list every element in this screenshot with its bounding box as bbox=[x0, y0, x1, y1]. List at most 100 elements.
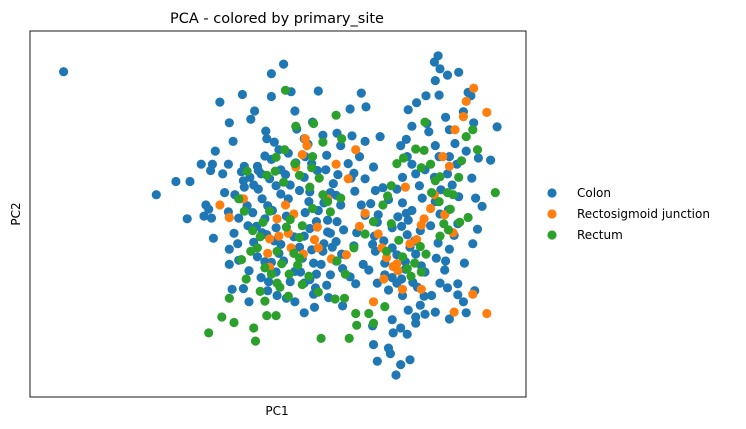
scatter-point bbox=[279, 59, 289, 69]
scatter-point bbox=[265, 234, 275, 244]
scatter-point bbox=[249, 323, 259, 333]
scatter-point bbox=[206, 213, 217, 223]
scatter-point bbox=[316, 333, 326, 343]
scatter-point bbox=[264, 277, 274, 287]
scatter-point bbox=[266, 69, 276, 79]
scatter-point bbox=[295, 267, 306, 277]
scatter-point bbox=[443, 225, 453, 235]
scatter-point bbox=[269, 137, 279, 147]
scatter-point bbox=[305, 223, 315, 234]
scatter-point bbox=[486, 155, 496, 165]
scatter-point bbox=[414, 181, 424, 191]
scatter-point bbox=[350, 186, 360, 196]
scatter-point bbox=[307, 163, 317, 173]
scatter-point bbox=[412, 98, 422, 108]
scatter-point bbox=[316, 259, 326, 269]
scatter-point bbox=[328, 179, 338, 189]
scatter-point bbox=[453, 279, 463, 289]
scatter-point bbox=[379, 274, 389, 284]
scatter-point bbox=[454, 67, 464, 77]
scatter-point bbox=[325, 228, 335, 238]
scatter-point bbox=[332, 217, 342, 227]
scatter-point bbox=[215, 200, 225, 210]
scatter-point bbox=[313, 287, 323, 297]
scatter-point bbox=[257, 194, 267, 204]
scatter-point bbox=[260, 296, 270, 306]
scatter-point bbox=[444, 152, 454, 162]
scatter-point bbox=[419, 214, 429, 224]
scatter-point bbox=[347, 131, 357, 141]
scatter-point bbox=[284, 269, 294, 279]
scatter-point bbox=[285, 214, 295, 225]
scatter-point bbox=[441, 256, 451, 266]
scatter-point bbox=[382, 246, 392, 256]
scatter-point bbox=[277, 259, 287, 269]
scatter-point bbox=[253, 184, 263, 194]
scatter-point bbox=[297, 150, 307, 160]
scatter-point bbox=[204, 204, 214, 214]
scatter-point bbox=[299, 308, 309, 318]
scatter-point bbox=[354, 221, 365, 231]
scatter-point bbox=[397, 274, 407, 284]
scatter-point bbox=[276, 189, 286, 199]
scatter-point bbox=[271, 152, 281, 162]
scatter-point bbox=[383, 191, 393, 201]
scatter-point bbox=[294, 170, 305, 180]
scatter-point bbox=[411, 249, 421, 259]
scatter-point bbox=[311, 269, 321, 279]
scatter-point bbox=[430, 141, 440, 151]
scatter-point bbox=[252, 161, 262, 171]
scatter-point bbox=[220, 188, 230, 198]
scatter-point bbox=[250, 336, 261, 346]
scatter-point bbox=[196, 159, 206, 169]
scatter-point bbox=[400, 182, 410, 192]
scatter-point bbox=[394, 235, 404, 245]
scatter-point bbox=[339, 225, 349, 235]
scatter-point bbox=[248, 208, 258, 218]
scatter-point bbox=[440, 265, 450, 275]
scatter-point bbox=[397, 172, 408, 182]
scatter-point bbox=[336, 200, 346, 210]
scatter-point bbox=[360, 229, 370, 239]
legend-marker bbox=[547, 230, 557, 240]
scatter-point bbox=[336, 193, 346, 203]
scatter-point bbox=[185, 176, 195, 187]
scatter-point bbox=[224, 259, 234, 269]
scatter-point bbox=[407, 159, 417, 169]
scatter-point bbox=[419, 291, 429, 301]
scatter-point bbox=[435, 64, 445, 74]
scatter-point bbox=[354, 152, 365, 162]
scatter-point bbox=[442, 169, 453, 179]
scatter-point bbox=[313, 86, 323, 96]
scatter-point bbox=[294, 232, 305, 243]
scatter-point bbox=[416, 163, 426, 173]
scatter-point bbox=[244, 266, 254, 276]
scatter-point bbox=[461, 146, 471, 156]
scatter-point bbox=[386, 181, 396, 191]
scatter-point bbox=[368, 239, 378, 249]
scatter-point bbox=[416, 284, 426, 294]
scatter-point bbox=[263, 286, 273, 296]
scatter-point bbox=[210, 146, 220, 156]
scatter-point bbox=[427, 290, 437, 301]
scatter-point bbox=[204, 328, 214, 338]
scatter-point bbox=[325, 207, 335, 217]
scatter-point bbox=[482, 107, 492, 117]
legend: Colon Rectosigmoid junction Rectum bbox=[547, 186, 710, 242]
scatter-point bbox=[401, 134, 411, 144]
scatter-point bbox=[255, 286, 265, 296]
scatter-point bbox=[236, 255, 247, 265]
scatter-point bbox=[415, 300, 425, 310]
scatter-point bbox=[349, 168, 359, 178]
scatter-point bbox=[401, 208, 411, 218]
scatter-point bbox=[450, 138, 460, 149]
scatter-point bbox=[260, 151, 270, 161]
scatter-point bbox=[429, 57, 439, 67]
scatter-point bbox=[459, 258, 469, 268]
scatter-point bbox=[383, 343, 394, 353]
scatter-point bbox=[373, 210, 383, 220]
scatter-point bbox=[368, 340, 379, 350]
scatter-point bbox=[420, 309, 430, 319]
scatter-point bbox=[309, 302, 320, 312]
scatter-point bbox=[308, 152, 318, 162]
